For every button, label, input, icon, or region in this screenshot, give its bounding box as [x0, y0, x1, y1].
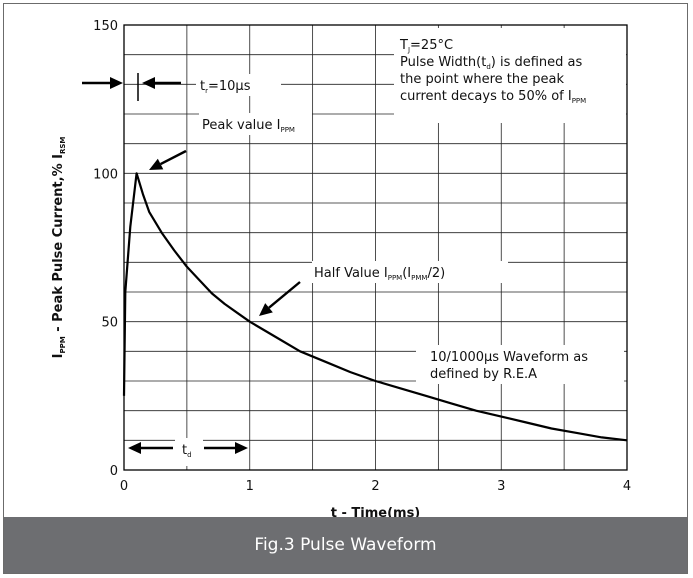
rise-time-box [196, 74, 281, 96]
x-tick-label: 1 [246, 479, 254, 494]
peak-label-box [199, 113, 312, 135]
figure-caption: Fig.3 Pulse Waveform [4, 517, 687, 573]
plot-border [123, 24, 628, 471]
y-tick-label: 50 [101, 316, 118, 331]
half-value-box [312, 261, 508, 283]
x-tick-label: 0 [120, 479, 128, 494]
condition-pulse-width: Pulse Width(td) is defined as [400, 55, 583, 71]
waveform-label-line1: 10/1000µs Waveform as [430, 350, 588, 365]
condition-line4: current decays to 50% of IPPM [400, 89, 586, 105]
td-label-box [175, 438, 203, 466]
waveform-label-line2: defined by R.E.A [430, 367, 537, 382]
td-arrow-right [204, 442, 248, 454]
x-tick-label: 4 [623, 479, 631, 494]
conditions-box [394, 28, 626, 123]
rise-time-label: tr=10µs [200, 79, 251, 95]
x-tick-label: 3 [497, 479, 505, 494]
half-value-label: Half Value IPPM(IPMM/2) [314, 266, 445, 282]
pulse-waveform-chart: 0 1 2 3 4 0 50 100 150 t - Time(ms) IPPM - Peak Pu… [51, 19, 631, 519]
half-value-arrow [259, 281, 301, 316]
condition-temperature: TJ=25°C [399, 38, 453, 54]
td-arrow-left [128, 442, 173, 454]
y-axis-label: IPPM - Peak Pulse Current,% IRSM [51, 137, 67, 359]
condition-line3: the point where the peak [400, 72, 564, 87]
peak-label: Peak value IPPM [202, 118, 295, 134]
waveform-label-box [416, 345, 624, 384]
x-tick-label: 2 [371, 479, 379, 494]
td-label: td [182, 443, 192, 459]
rise-arrow-right [142, 77, 181, 89]
waveform-curve [122, 172, 628, 442]
y-tick-label: 0 [110, 464, 118, 479]
x-axis-label: t - Time(ms) [331, 506, 421, 519]
rise-arrow-left [82, 77, 123, 89]
figure-frame: 0 1 2 3 4 0 50 100 150 t - Time(ms) IPPM - Peak Pu… [3, 3, 688, 574]
y-tick-label: 100 [93, 167, 118, 182]
y-tick-label: 150 [93, 19, 118, 34]
peak-arrow [149, 149, 187, 170]
